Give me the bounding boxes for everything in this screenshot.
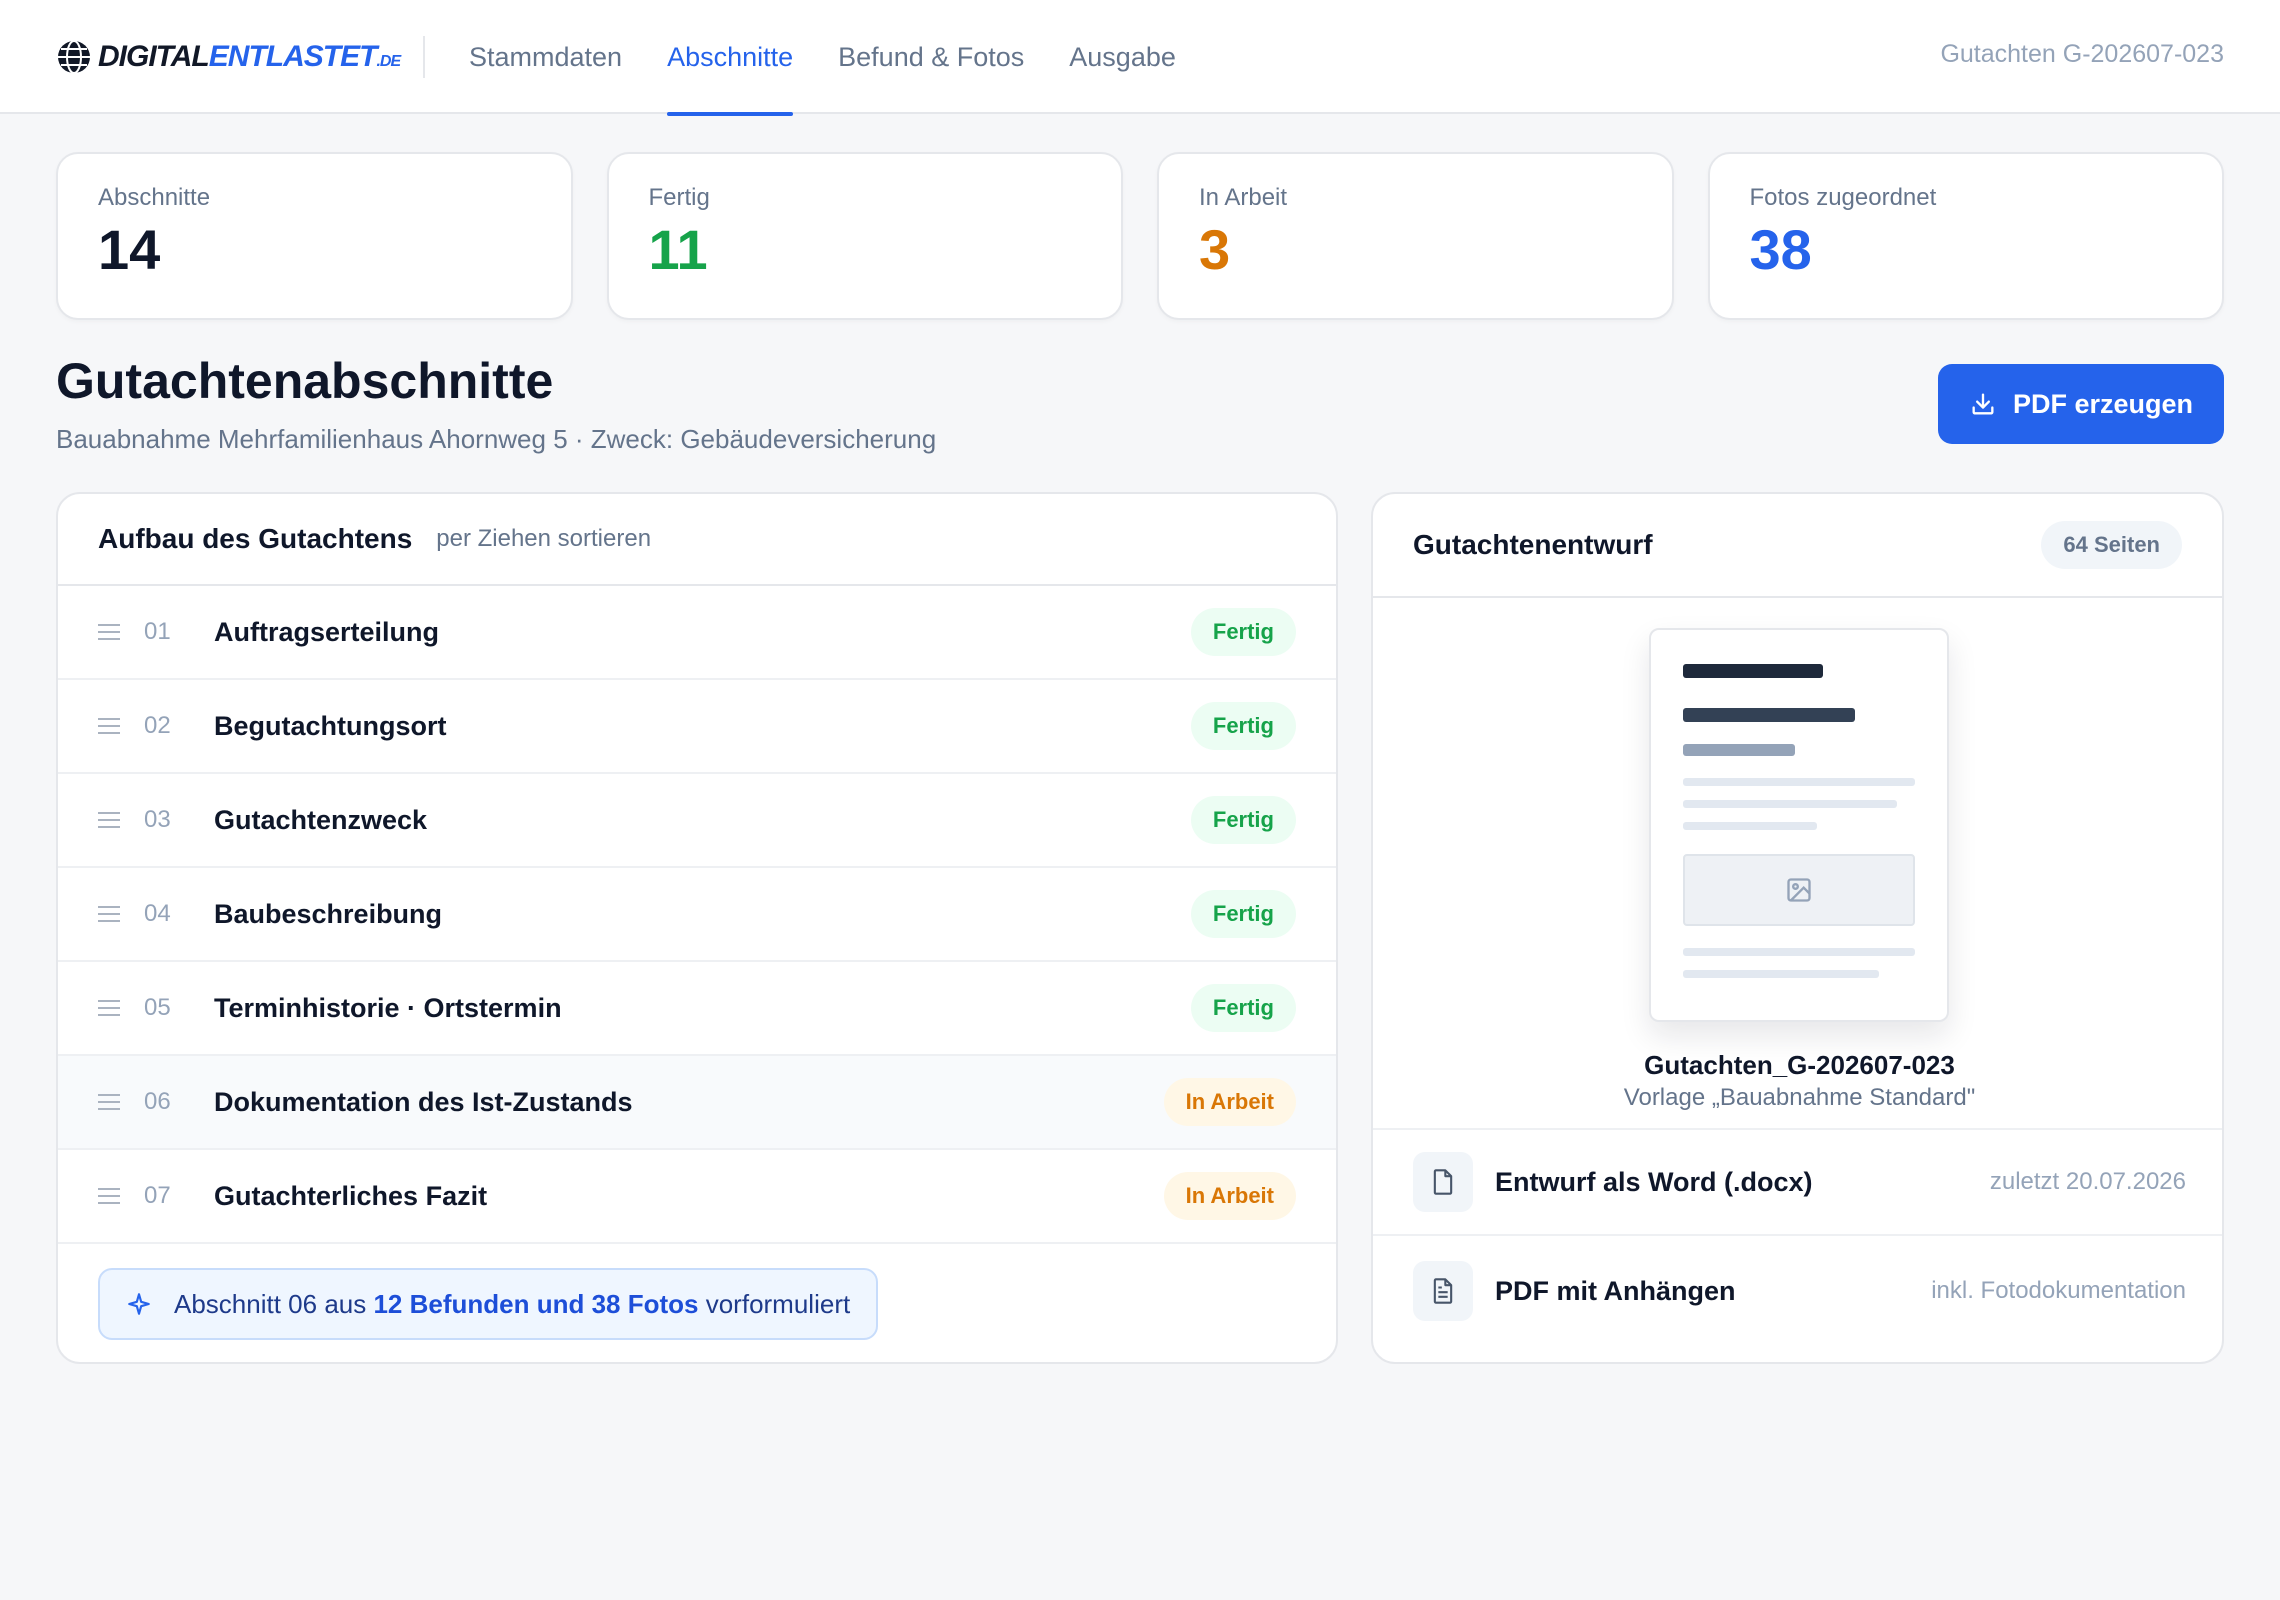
structure-panel: Aufbau des Gutachtens per Ziehen sortier… <box>56 492 1338 1364</box>
status-badge: In Arbeit <box>1163 1172 1296 1220</box>
page-title: Gutachtenabschnitte <box>56 353 554 409</box>
sort-hint: per Ziehen sortieren <box>436 525 652 552</box>
section-number: 04 <box>144 900 171 927</box>
ai-note-text: Abschnitt 06 aus 12 Befunden und 38 Foto… <box>174 1288 851 1319</box>
draft-template: Vorlage „Bauabnahme Standard" <box>1623 1084 1976 1111</box>
draft-header: Gutachtenentwurf 64 Seiten <box>1373 494 2222 598</box>
drag-handle-icon[interactable] <box>98 624 120 640</box>
section-row[interactable]: 04 Baubeschreibung Fertig <box>58 868 1336 962</box>
generate-pdf-label: PDF erzeugen <box>2012 388 2194 419</box>
section-row[interactable]: 03 Gutachtenzweck Fertig <box>58 774 1336 868</box>
report-reference: Gutachten G-202607-023 <box>1940 40 2224 68</box>
ai-draft-note[interactable]: Abschnitt 06 aus 12 Befunden und 38 Foto… <box>98 1268 879 1340</box>
structure-title: Aufbau des Gutachtens <box>98 523 413 554</box>
header-divider <box>423 36 425 78</box>
section-number: 02 <box>144 712 171 739</box>
stat-card-in-progress: In Arbeit 3 <box>1157 152 1674 320</box>
tab-ausgabe[interactable]: Ausgabe <box>1069 41 1176 72</box>
drag-handle-icon[interactable] <box>98 1000 120 1016</box>
stat-label: Fotos zugeordnet <box>1749 184 1937 211</box>
download-icon <box>1972 393 1994 415</box>
tab-stammdaten[interactable]: Stammdaten <box>469 41 623 72</box>
section-row[interactable]: 05 Terminhistorie · Ortstermin Fertig <box>58 962 1336 1056</box>
stat-value: 38 <box>1749 218 1812 281</box>
sparkle-icon <box>128 1293 150 1315</box>
draft-file-name: Gutachten_G-202607-023 <box>1644 1050 1955 1080</box>
section-title: Terminhistorie · Ortstermin <box>214 992 562 1023</box>
top-bar: DIGITALENTLASTET.DE Stammdaten Abschnitt… <box>0 0 2280 116</box>
section-row[interactable]: 07 Gutachterliches Fazit In Arbeit <box>58 1150 1336 1244</box>
section-row[interactable]: 02 Begutachtungsort Fertig <box>58 680 1336 774</box>
drag-handle-icon[interactable] <box>98 718 120 734</box>
section-title: Gutachterliches Fazit <box>214 1180 488 1211</box>
tab-befund-fotos[interactable]: Befund & Fotos <box>838 41 1025 72</box>
section-number: 05 <box>144 994 171 1021</box>
section-row[interactable]: 01 Auftragserteilung Fertig <box>58 586 1336 680</box>
section-title: Gutachtenzweck <box>214 804 428 835</box>
stat-card-photos: Fotos zugeordnet 38 <box>1707 152 2224 320</box>
file-text-icon <box>1413 1261 1473 1321</box>
section-title: Dokumentation des Ist-Zustands <box>214 1086 633 1117</box>
section-number: 03 <box>144 806 171 833</box>
logo[interactable]: DIGITALENTLASTET.DE <box>56 38 401 76</box>
draft-title: Gutachtenentwurf <box>1413 529 1653 560</box>
main-tabs: Stammdaten Abschnitte Befund & Fotos Aus… <box>469 0 1176 116</box>
stat-value: 11 <box>648 218 708 281</box>
status-badge: Fertig <box>1190 890 1296 938</box>
status-badge: Fertig <box>1190 702 1296 750</box>
file-name: PDF mit Anhängen <box>1495 1275 1736 1306</box>
file-meta: zuletzt 20.07.2026 <box>1989 1168 2186 1195</box>
page-subtitle: Bauabnahme Mehrfamilienhaus Ahornweg 5 ·… <box>56 424 937 454</box>
stats-row: Abschnitte 14 Fertig 11 In Arbeit 3 Foto… <box>56 152 2224 320</box>
download-word-row[interactable]: Entwurf als Word (.docx) zuletzt 20.07.2… <box>1373 1130 2222 1236</box>
logo-text: DIGITALENTLASTET.DE <box>98 40 401 73</box>
status-badge: Fertig <box>1190 984 1296 1032</box>
status-badge: In Arbeit <box>1163 1078 1296 1126</box>
section-number: 01 <box>144 618 171 645</box>
stat-label: Fertig <box>648 184 710 211</box>
stat-card-done: Fertig 11 <box>606 152 1123 320</box>
section-title: Begutachtungsort <box>214 710 447 741</box>
draft-panel: Gutachtenentwurf 64 Seiten Gutachten_G-2… <box>1371 492 2224 1364</box>
tab-abschnitte[interactable]: Abschnitte <box>667 0 794 116</box>
globe-icon <box>58 40 90 74</box>
page-count-badge: 64 Seiten <box>2041 521 2182 569</box>
download-pdf-row[interactable]: PDF mit Anhängen inkl. Fotodokumentation <box>1373 1238 2222 1344</box>
document-thumbnail[interactable] <box>1649 628 1949 1022</box>
drag-handle-icon[interactable] <box>98 812 120 828</box>
structure-header: Aufbau des Gutachtens per Ziehen sortier… <box>58 494 1336 586</box>
stat-value: 14 <box>98 218 161 281</box>
file-meta: inkl. Fotodokumentation <box>1931 1277 2186 1304</box>
image-icon <box>1787 878 1811 902</box>
stat-label: In Arbeit <box>1199 184 1288 211</box>
stat-card-sections: Abschnitte 14 <box>56 152 573 320</box>
section-title: Baubeschreibung <box>214 898 443 929</box>
stat-value: 3 <box>1199 218 1231 281</box>
status-badge: Fertig <box>1190 796 1296 844</box>
drag-handle-icon[interactable] <box>98 1094 120 1110</box>
section-number: 06 <box>144 1088 171 1115</box>
file-icon <box>1413 1152 1473 1212</box>
file-name: Entwurf als Word (.docx) <box>1495 1166 1813 1197</box>
section-row-selected[interactable]: 06 Dokumentation des Ist-Zustands In Arb… <box>58 1056 1336 1150</box>
generate-pdf-button[interactable]: PDF erzeugen <box>1938 364 2224 444</box>
stat-label: Abschnitte <box>98 184 211 211</box>
drag-handle-icon[interactable] <box>98 1188 120 1204</box>
draft-preview: Gutachten_G-202607-023 Vorlage „Bauabnah… <box>1373 598 2222 1130</box>
drag-handle-icon[interactable] <box>98 906 120 922</box>
section-number: 07 <box>144 1182 171 1209</box>
image-placeholder <box>1683 854 1915 926</box>
section-title: Auftragserteilung <box>214 616 440 647</box>
status-badge: Fertig <box>1190 608 1296 656</box>
